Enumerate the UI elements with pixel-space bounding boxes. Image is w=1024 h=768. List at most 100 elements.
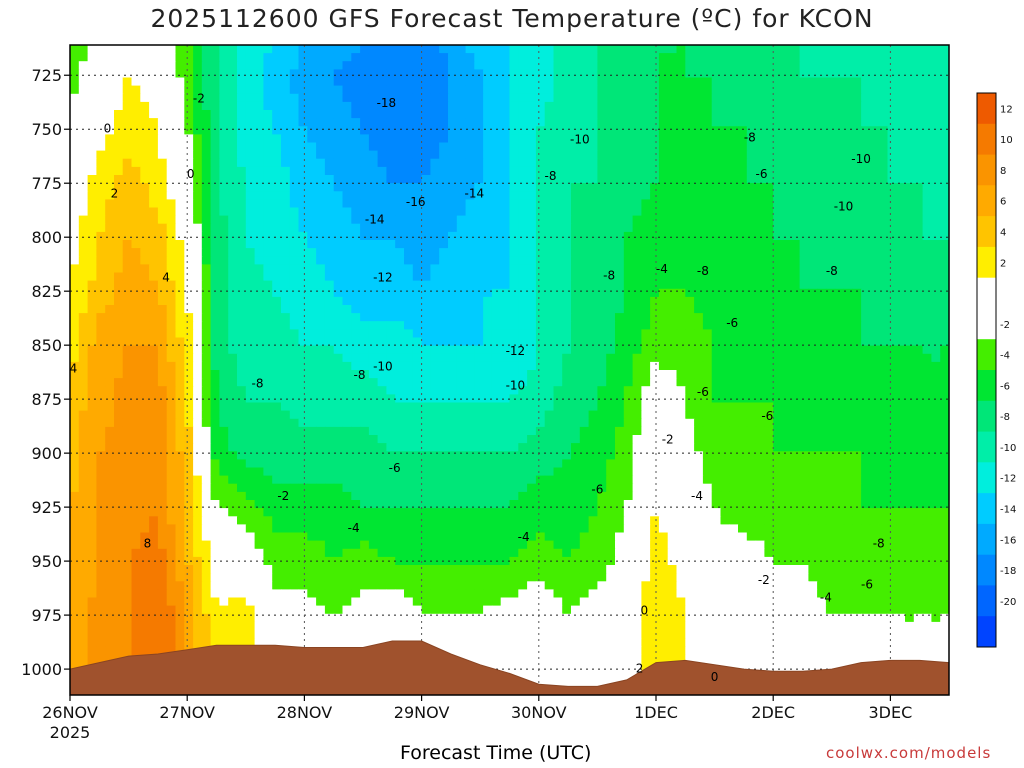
field-cell — [746, 370, 757, 379]
field-cell — [597, 386, 607, 395]
field-cell — [307, 175, 317, 184]
field-cell — [685, 313, 695, 322]
field-cell — [421, 337, 431, 347]
field-cell — [738, 280, 748, 290]
field-cell — [632, 61, 642, 70]
field-cell — [491, 93, 502, 103]
field-cell — [404, 118, 414, 127]
field-cell — [720, 166, 730, 176]
field-cell — [157, 329, 168, 339]
field-cell — [333, 240, 344, 249]
field-cell — [702, 272, 713, 282]
field-cell — [746, 272, 757, 282]
field-cell — [386, 426, 396, 436]
field-cell — [491, 345, 502, 355]
field-cell — [474, 378, 484, 387]
field-cell — [825, 296, 836, 306]
field-cell — [922, 248, 932, 257]
field-cell — [281, 240, 291, 249]
field-cell — [500, 394, 511, 404]
field-cell — [78, 386, 89, 395]
field-cell — [650, 361, 660, 371]
field-cell — [342, 158, 352, 168]
field-cell — [685, 183, 695, 192]
field-cell — [843, 45, 853, 54]
field-cell — [509, 207, 519, 217]
field-cell — [764, 207, 774, 217]
field-cell — [105, 443, 115, 452]
field-cell — [940, 142, 949, 152]
field-cell — [421, 53, 431, 62]
field-cell — [316, 166, 326, 176]
field-cell — [843, 166, 853, 176]
field-cell — [764, 337, 774, 347]
field-cell — [931, 240, 941, 249]
field-cell — [456, 410, 467, 420]
field-cell — [131, 166, 141, 176]
field-cell — [606, 435, 616, 444]
field-cell — [571, 166, 581, 176]
field-cell — [764, 191, 774, 200]
field-cell — [588, 305, 598, 314]
field-cell — [667, 53, 678, 62]
field-cell — [140, 101, 150, 111]
field-cell — [149, 223, 159, 233]
field-cell — [412, 272, 423, 282]
field-cell — [404, 166, 414, 176]
field-cell — [351, 110, 361, 119]
field-cell — [527, 426, 537, 436]
field-cell — [316, 361, 326, 371]
field-cell — [720, 256, 730, 265]
field-cell — [342, 45, 352, 54]
field-cell — [571, 305, 581, 314]
field-cell — [324, 53, 335, 62]
field-cell — [676, 134, 686, 144]
field-cell — [711, 305, 722, 314]
field-cell — [157, 321, 168, 330]
field-cell — [729, 426, 739, 436]
field-cell — [518, 264, 528, 274]
field-cell — [834, 175, 845, 184]
field-cell — [711, 110, 722, 119]
field-cell — [861, 280, 871, 290]
field-cell — [720, 183, 730, 192]
field-cell — [588, 142, 598, 152]
field-cell — [386, 215, 396, 225]
field-cell — [825, 353, 836, 363]
field-cell — [579, 435, 590, 444]
field-cell — [131, 305, 141, 314]
field-cell — [272, 223, 282, 233]
field-cell — [254, 223, 264, 233]
field-cell — [114, 69, 124, 79]
field-cell — [430, 345, 440, 355]
field-cell — [96, 199, 106, 209]
field-cell — [96, 175, 106, 184]
field-cell — [254, 370, 264, 379]
field-cell — [474, 410, 484, 420]
field-cell — [157, 370, 168, 379]
field-cell — [632, 280, 642, 290]
field-cell — [667, 118, 678, 127]
field-cell — [448, 93, 458, 103]
field-cell — [219, 256, 229, 265]
field-cell — [641, 402, 651, 412]
field-cell — [245, 386, 256, 395]
field-cell — [219, 150, 229, 160]
field-cell — [905, 45, 915, 54]
field-cell — [351, 93, 361, 103]
field-cell — [105, 53, 115, 62]
field-cell — [782, 118, 792, 127]
field-cell — [184, 118, 194, 127]
field-cell — [940, 410, 949, 420]
field-cell — [711, 435, 722, 444]
field-cell — [105, 199, 115, 209]
field-cell — [237, 69, 247, 79]
field-cell — [368, 370, 379, 379]
field-cell — [175, 207, 185, 217]
field-cell — [940, 101, 949, 111]
field-cell — [157, 191, 168, 200]
field-cell — [307, 158, 317, 168]
field-cell — [817, 150, 827, 160]
field-cell — [122, 199, 133, 209]
field-cell — [439, 53, 449, 62]
